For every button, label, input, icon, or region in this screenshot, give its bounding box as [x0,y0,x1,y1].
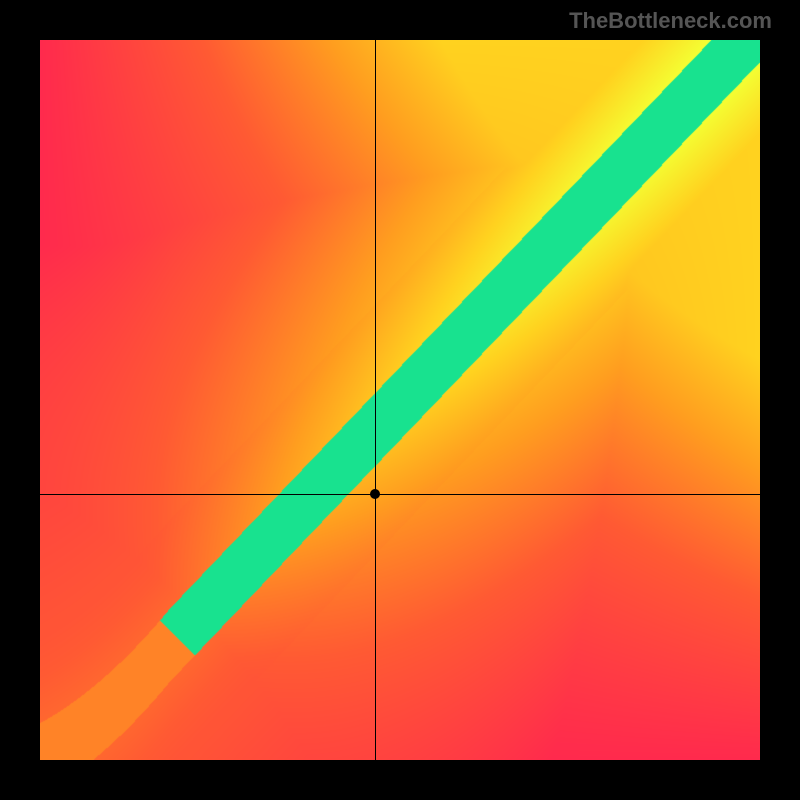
crosshair-vertical [375,40,376,760]
crosshair-horizontal [40,494,760,495]
plot-area [40,40,760,760]
heatmap-canvas [40,40,760,760]
attribution-text: TheBottleneck.com [569,8,772,34]
chart-frame: TheBottleneck.com [0,0,800,800]
crosshair-marker [370,489,380,499]
